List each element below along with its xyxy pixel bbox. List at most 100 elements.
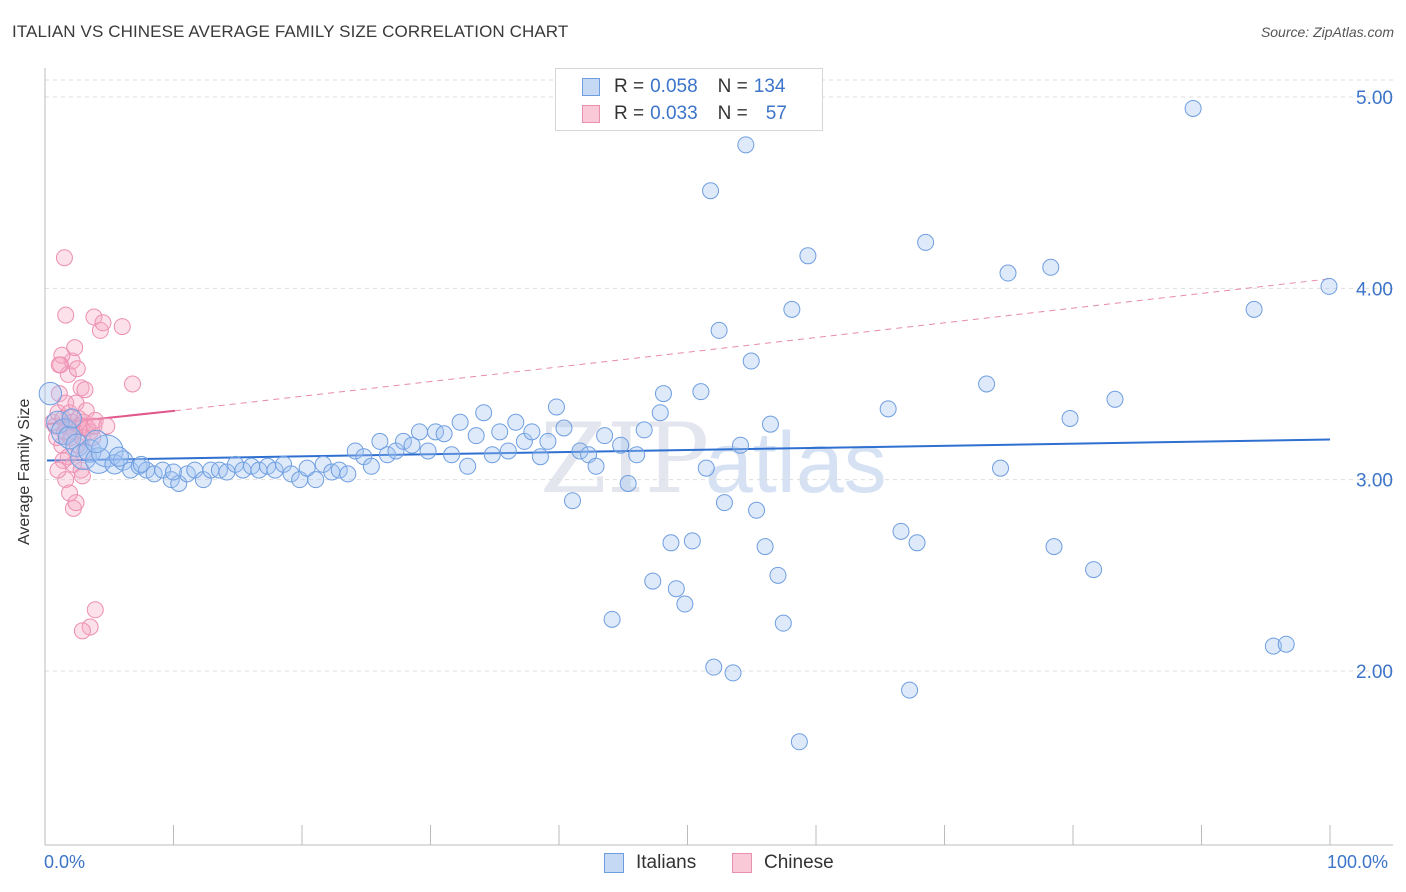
- italians-point-45: [394, 432, 412, 450]
- chinese-legend-label: Chinese: [764, 852, 834, 873]
- legend-r-label: R =: [614, 76, 645, 97]
- x-axis-min-label: 0.0%: [44, 852, 86, 872]
- italians-point-52: [451, 413, 469, 431]
- italians-point-0: [38, 381, 63, 406]
- italians-point-96: [774, 614, 792, 632]
- italians-point-42: [371, 432, 389, 450]
- italians-legend-label: Italians: [636, 852, 697, 873]
- chinese-point-44: [76, 381, 94, 399]
- italians-point-62: [531, 448, 549, 466]
- italians-point-37: [330, 461, 348, 479]
- italians-point-113: [1106, 390, 1124, 408]
- chinese-point-39: [68, 360, 86, 378]
- italians-point-57: [491, 423, 509, 441]
- chinese-point-37: [59, 365, 77, 383]
- italians-point-78: [654, 385, 672, 403]
- italians-point-85: [705, 658, 723, 676]
- italians-point-39: [346, 442, 364, 460]
- italians-point-61: [523, 423, 541, 441]
- italians-point-80: [667, 580, 685, 598]
- italians-point-102: [892, 522, 910, 540]
- series-legend: Italians Chinese: [0, 852, 1406, 878]
- chinese-legend-swatch: [732, 853, 752, 873]
- italians-point-48: [419, 442, 437, 460]
- chinese-point-30: [55, 249, 73, 267]
- italians-point-110: [1045, 538, 1063, 556]
- legend-item-chinese: Chinese: [732, 852, 834, 874]
- chart-title: ITALIAN VS CHINESE AVERAGE FAMILY SIZE C…: [12, 22, 569, 41]
- italians-point-77: [651, 404, 669, 422]
- italians-point-83: [692, 383, 710, 401]
- legend-n-label: N =: [717, 103, 748, 124]
- italians-point-58: [499, 442, 517, 460]
- italians-point-41: [362, 457, 380, 475]
- italians-point-116: [1264, 637, 1282, 655]
- chinese-point-51: [86, 601, 104, 619]
- chinese-swatch: [582, 105, 600, 123]
- chinese-point-50: [73, 467, 91, 485]
- italians-point-56: [483, 446, 501, 464]
- legend-item-italians: Italians: [604, 852, 696, 874]
- italians-point-34: [307, 471, 325, 489]
- italians-point-53: [459, 457, 477, 475]
- y-tick-label-1: 3.00: [1356, 471, 1393, 492]
- italians-point-101: [879, 400, 897, 418]
- italians-point-86: [710, 321, 728, 339]
- chinese-point-42: [53, 346, 71, 364]
- italians-point-46: [403, 436, 421, 454]
- trend-lines: [46, 278, 1331, 462]
- chinese-point-4: [50, 385, 68, 403]
- italians-point-98: [790, 733, 808, 751]
- italians-point-122: [132, 455, 150, 473]
- italians-point-75: [635, 421, 653, 439]
- italians-point-90: [737, 136, 755, 154]
- italians-point-112: [1085, 561, 1103, 579]
- legend-n-value: 134: [753, 76, 786, 97]
- italians-point-54: [467, 427, 485, 445]
- italians-point-123: [164, 463, 182, 481]
- italians-point-2: [50, 418, 78, 446]
- italians-trend-line: [46, 438, 1331, 462]
- italians-point-91: [742, 352, 760, 370]
- italians-point-67: [571, 442, 589, 460]
- italians-point-38: [339, 465, 357, 483]
- italians-point-87: [715, 494, 733, 512]
- italians-point-119: [61, 408, 82, 429]
- italians-point-47: [411, 423, 428, 441]
- italians-point-51: [443, 446, 461, 464]
- italians-point-29: [266, 461, 284, 479]
- legend-r-value: 0.058: [650, 76, 698, 97]
- chinese-point-31: [57, 306, 75, 324]
- italians-point-74: [628, 446, 646, 464]
- y-tick-labels: 2.00 3.00 4.00 5.00: [1356, 88, 1393, 683]
- italians-point-99: [799, 247, 817, 265]
- italians-point-14: [145, 465, 163, 483]
- italians-legend-swatch: [604, 853, 624, 873]
- chinese-point-49: [67, 494, 85, 512]
- watermark-atlas: atlas: [705, 415, 887, 511]
- watermark: ZIP atlas: [540, 403, 887, 515]
- source-label: Source: ZipAtlas.com: [1260, 24, 1394, 40]
- italians-point-106: [978, 375, 996, 393]
- italians-point-89: [732, 436, 749, 454]
- legend-r-label: R =: [614, 103, 645, 124]
- y-tick-label-2: 4.00: [1356, 279, 1393, 300]
- italians-point-31: [282, 465, 300, 483]
- italians-point-93: [756, 538, 774, 556]
- y-axis-label: Average Family Size: [16, 398, 33, 545]
- italians-point-94: [761, 415, 779, 433]
- italians-point-15: [154, 461, 172, 479]
- chinese-point-36: [124, 375, 142, 393]
- chinese-trend-extension: [174, 278, 1331, 412]
- italians-point-66: [564, 492, 582, 510]
- legend-n-label: N =: [717, 76, 748, 97]
- italians-point-104: [908, 534, 926, 552]
- y-tick-label-3: 5.00: [1356, 88, 1393, 109]
- italians-point-109: [1042, 258, 1060, 276]
- italians-point-111: [1061, 409, 1079, 427]
- legend-r-value: 0.033: [650, 103, 698, 124]
- chinese-point-46: [98, 417, 116, 435]
- chinese-point-53: [73, 622, 91, 640]
- italians-point-33: [298, 459, 316, 477]
- chinese-point-52: [81, 618, 99, 636]
